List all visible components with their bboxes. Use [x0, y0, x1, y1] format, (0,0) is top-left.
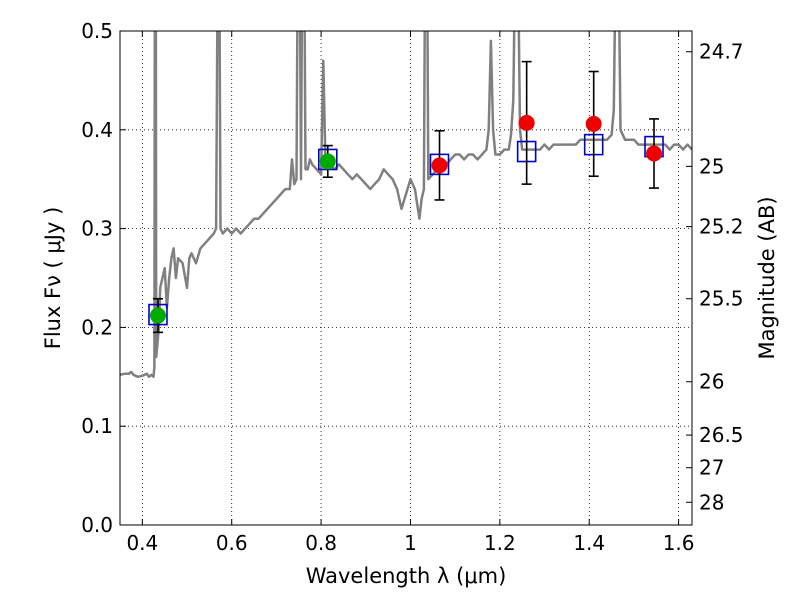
x-tick-label: 0.4	[126, 531, 158, 555]
y-tick-label: 0.5	[81, 19, 113, 43]
axis-ticks: 0.4 0.6 0.8 1 1.2 1.4 1.6 0.0 0.1 0.2 0.3 0.4 0.5 24.…	[81, 19, 743, 555]
y-tick-label: 0.3	[81, 217, 113, 241]
photometry-point	[518, 114, 535, 131]
plot-frame	[119, 30, 693, 526]
plot-area	[120, 31, 692, 379]
x-axis-label: Wavelength λ (μm)	[306, 564, 507, 588]
y2-tick-label: 28	[699, 490, 724, 514]
y2-tick-label: 27	[699, 456, 724, 480]
x-tick-label: 1.2	[484, 531, 516, 555]
x-tick-label: 0.8	[305, 531, 337, 555]
photometry-point	[319, 153, 336, 170]
x-tick-label: 1	[404, 531, 417, 555]
y2-tick-label: 24.7	[699, 40, 744, 64]
y-tick-label: 0.1	[81, 414, 113, 438]
y-tick-label: 0.4	[81, 118, 113, 142]
grid-lines	[120, 30, 692, 526]
y2-tick-label: 26	[699, 370, 724, 394]
x-tick-label: 0.6	[216, 531, 248, 555]
photometry-point	[585, 115, 602, 132]
photometry-point	[149, 307, 166, 324]
y2-tick-label: 26.5	[699, 423, 744, 447]
y2-tick-label: 25	[699, 154, 724, 178]
y-tick-label: 0.2	[81, 315, 113, 339]
photometry-point	[431, 157, 448, 174]
data-marks	[148, 60, 664, 334]
x-tick-label: 1.4	[573, 531, 605, 555]
y-tick-label: 0.0	[81, 513, 113, 537]
y2-tick-label: 25.5	[699, 287, 744, 311]
y2-axis-label: Magnitude (AB)	[755, 196, 779, 359]
x-tick-label: 1.6	[663, 531, 695, 555]
y-axis-label: Flux Fν ( μJy )	[41, 207, 65, 350]
photometry-point	[646, 145, 663, 162]
spectrum-line	[120, 31, 692, 379]
y2-tick-label: 25.2	[699, 215, 744, 239]
